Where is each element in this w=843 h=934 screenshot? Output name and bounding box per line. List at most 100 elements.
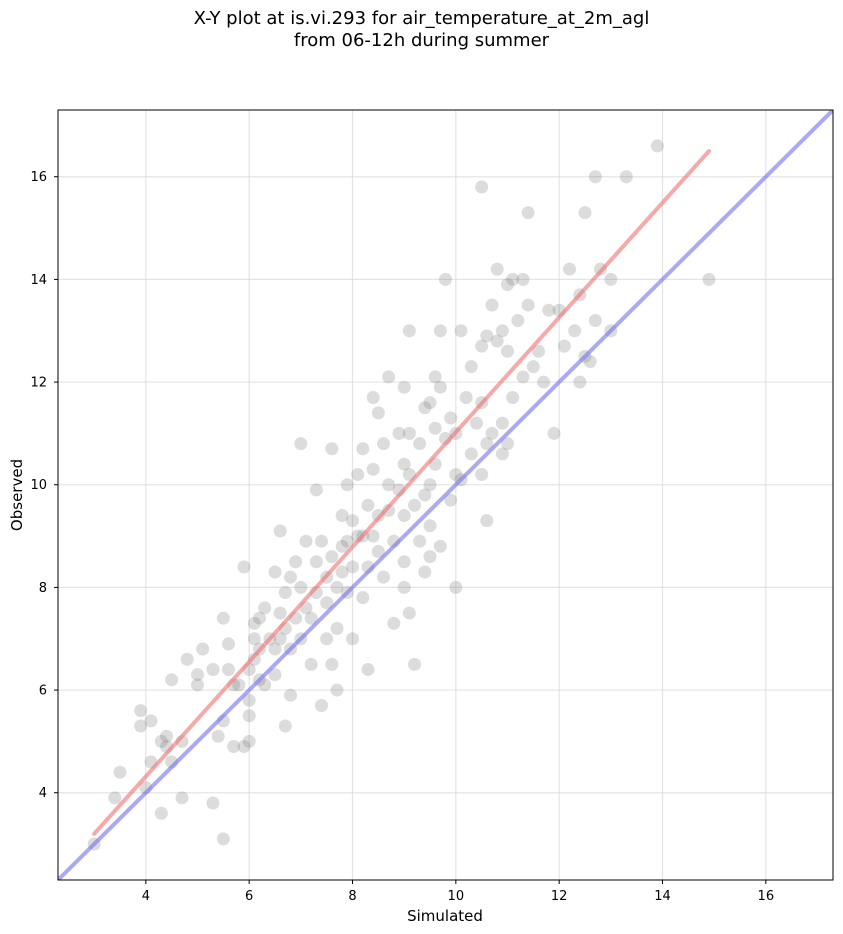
data-point bbox=[454, 324, 468, 338]
data-point bbox=[232, 678, 246, 692]
data-point bbox=[532, 344, 545, 358]
data-point bbox=[340, 534, 354, 548]
y-tick-label: 14 bbox=[30, 273, 47, 288]
data-point bbox=[464, 447, 478, 461]
data-point bbox=[485, 426, 499, 440]
data-point bbox=[397, 380, 411, 394]
data-point bbox=[330, 580, 344, 594]
chart-title-line-1: X-Y plot at is.vi.293 for air_temperatur… bbox=[193, 8, 650, 29]
data-point bbox=[475, 339, 489, 353]
data-point bbox=[573, 375, 587, 389]
data-point bbox=[304, 611, 318, 625]
data-point bbox=[222, 637, 235, 651]
data-point bbox=[382, 370, 396, 384]
grid bbox=[58, 110, 833, 880]
data-point bbox=[366, 390, 380, 404]
data-point bbox=[377, 437, 390, 451]
data-point bbox=[294, 437, 308, 451]
data-point bbox=[516, 272, 530, 286]
data-point bbox=[366, 462, 380, 476]
data-point bbox=[346, 560, 359, 574]
data-point bbox=[175, 791, 189, 805]
chart-title-line-2: from 06-12h during summer bbox=[293, 30, 550, 51]
data-point bbox=[371, 544, 385, 558]
data-point bbox=[433, 380, 447, 394]
data-point bbox=[501, 278, 514, 292]
y-tick-label: 12 bbox=[30, 376, 47, 391]
data-point bbox=[397, 457, 411, 471]
data-point bbox=[521, 298, 535, 312]
data-point bbox=[216, 832, 230, 846]
data-point bbox=[346, 632, 359, 646]
data-point bbox=[330, 683, 344, 697]
data-point bbox=[335, 565, 349, 579]
data-point bbox=[222, 663, 235, 677]
data-point bbox=[108, 791, 122, 805]
data-point bbox=[382, 478, 396, 492]
data-point bbox=[464, 360, 478, 374]
data-point bbox=[568, 324, 582, 338]
data-point bbox=[320, 596, 334, 610]
data-point bbox=[387, 616, 401, 630]
data-point bbox=[278, 586, 292, 600]
data-point bbox=[604, 272, 618, 286]
data-point bbox=[428, 421, 442, 435]
data-point bbox=[356, 442, 370, 456]
data-point bbox=[433, 539, 447, 553]
data-point bbox=[315, 534, 328, 548]
data-point bbox=[268, 642, 282, 656]
data-point bbox=[340, 478, 354, 492]
data-point bbox=[495, 447, 509, 461]
data-point bbox=[134, 719, 148, 733]
data-point bbox=[470, 416, 483, 430]
x-tick-label: 12 bbox=[551, 889, 568, 904]
data-point bbox=[154, 806, 168, 820]
data-point bbox=[408, 498, 421, 512]
data-point bbox=[242, 693, 256, 707]
data-point bbox=[320, 632, 334, 646]
data-point bbox=[588, 170, 602, 184]
data-point bbox=[428, 370, 442, 384]
x-tick-label: 16 bbox=[758, 889, 775, 904]
data-point bbox=[191, 678, 204, 692]
data-point bbox=[227, 740, 241, 754]
data-point bbox=[273, 524, 287, 538]
data-point bbox=[413, 534, 427, 548]
data-point bbox=[325, 442, 339, 456]
data-point bbox=[459, 390, 473, 404]
data-point bbox=[242, 709, 256, 723]
data-point bbox=[335, 509, 349, 523]
data-point bbox=[563, 262, 576, 276]
data-point bbox=[475, 467, 489, 481]
data-point bbox=[211, 729, 225, 743]
data-point bbox=[537, 375, 551, 389]
identity-line bbox=[58, 110, 833, 880]
data-point bbox=[361, 498, 375, 512]
data-point bbox=[485, 298, 499, 312]
data-point bbox=[299, 534, 313, 548]
data-point bbox=[402, 606, 416, 620]
data-point bbox=[366, 529, 380, 543]
x-tick-label: 6 bbox=[245, 889, 253, 904]
reference-lines bbox=[58, 110, 833, 880]
data-point bbox=[583, 355, 597, 369]
y-tick-label: 16 bbox=[30, 170, 47, 185]
data-point bbox=[516, 370, 530, 384]
data-point bbox=[206, 796, 220, 810]
data-point bbox=[423, 519, 437, 533]
data-point bbox=[619, 170, 633, 184]
data-point bbox=[501, 344, 514, 358]
data-point bbox=[325, 550, 339, 564]
x-tick-label: 8 bbox=[348, 889, 356, 904]
data-point bbox=[418, 488, 432, 502]
data-point bbox=[413, 437, 427, 451]
data-point bbox=[242, 734, 256, 748]
data-point bbox=[495, 324, 509, 338]
data-point bbox=[191, 668, 204, 682]
data-point bbox=[268, 668, 282, 682]
chart-title: X-Y plot at is.vi.293 for air_temperatur… bbox=[0, 8, 843, 52]
data-point bbox=[160, 729, 173, 743]
data-point bbox=[253, 611, 266, 625]
data-point bbox=[526, 360, 540, 374]
